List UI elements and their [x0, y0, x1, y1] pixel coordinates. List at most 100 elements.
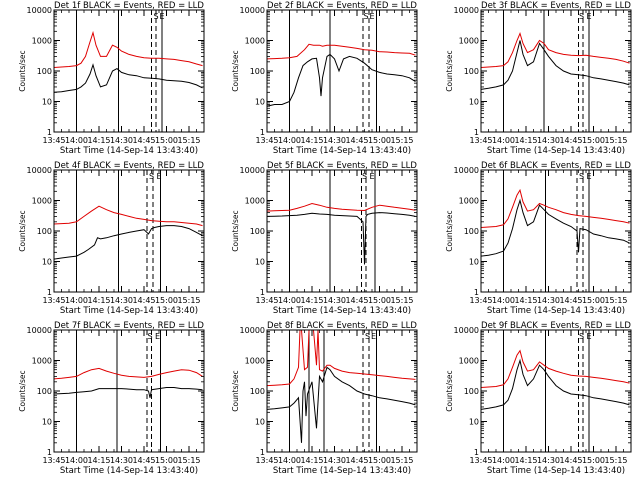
event-mark-label: S	[149, 172, 154, 181]
event-mark-label: E	[369, 12, 374, 21]
x-tick-label: 15:15	[390, 296, 413, 305]
y-tick-label: 100	[37, 387, 52, 396]
x-tick-label: 15:00	[582, 456, 605, 465]
x-tick-label: 14:00	[278, 456, 301, 465]
x-tick-label: 13:45	[469, 136, 492, 145]
y-tick-label: 100	[37, 227, 52, 236]
event-mark-label: S	[147, 332, 152, 341]
y-tick-label: 10000	[27, 166, 52, 175]
lld-series-line	[481, 32, 630, 68]
event-mark-label: S	[579, 12, 584, 21]
lld-series-line	[267, 202, 416, 212]
y-axis-label: Counts/sec	[18, 50, 27, 91]
x-tick-label: 15:00	[368, 296, 391, 305]
y-tick-label: 1000	[245, 357, 265, 366]
y-tick-label: 10000	[454, 166, 479, 175]
x-tick-label: 15:00	[582, 136, 605, 145]
event-mark-label: E	[586, 12, 591, 21]
panel-title: Det 5f BLACK = Events, RED = LLD	[267, 161, 417, 171]
y-tick-label: 100	[250, 387, 265, 396]
x-axis-label: Start Time (14-Sep-14 13:43:40)	[60, 306, 198, 316]
x-tick-label: 15:15	[604, 296, 627, 305]
event-mark-label: S	[365, 332, 370, 341]
y-tick-label: 1000	[245, 37, 265, 46]
y-tick-label: 1	[260, 128, 265, 137]
y-axis-label: Counts/sec	[231, 210, 240, 251]
events-series-line	[267, 366, 416, 443]
event-mark-label: S	[362, 172, 367, 181]
y-tick-label: 10	[42, 258, 52, 267]
x-tick-label: 14:30	[110, 296, 133, 305]
x-tick-label: 14:30	[323, 296, 346, 305]
x-tick-label: 14:15	[87, 456, 110, 465]
y-axis-label: Counts/sec	[445, 50, 454, 91]
x-tick-label: 15:00	[155, 136, 178, 145]
panel-title: Det 1f BLACK = Events, RED = LLD	[54, 1, 204, 11]
panel-title: Det 2f BLACK = Events, RED = LLD	[267, 1, 417, 11]
events-series-line	[54, 63, 203, 93]
y-tick-label: 1	[47, 128, 52, 137]
x-tick-label: 14:00	[492, 456, 515, 465]
lld-series-line	[54, 367, 203, 380]
x-tick-label: 14:00	[278, 136, 301, 145]
y-tick-label: 1	[47, 288, 52, 297]
event-mark-label: E	[586, 332, 591, 341]
events-series-line	[481, 358, 630, 410]
x-tick-label: 14:30	[323, 456, 346, 465]
x-axis-label: Start Time (14-Sep-14 13:43:40)	[487, 466, 625, 476]
events-series-line	[481, 40, 630, 90]
x-tick-label: 14:30	[537, 456, 560, 465]
y-tick-label: 10	[255, 258, 265, 267]
x-tick-label: 14:45	[559, 296, 582, 305]
y-tick-label: 1000	[459, 197, 479, 206]
x-tick-label: 14:15	[300, 456, 323, 465]
y-tick-label: 1000	[459, 357, 479, 366]
y-tick-label: 10000	[454, 6, 479, 15]
y-tick-label: 10000	[240, 6, 265, 15]
y-tick-label: 10	[469, 98, 479, 107]
lld-series-line	[267, 43, 416, 60]
y-tick-label: 10000	[27, 6, 52, 15]
y-tick-label: 1	[260, 448, 265, 457]
x-axis-label: Start Time (14-Sep-14 13:43:40)	[487, 306, 625, 316]
x-tick-label: 14:15	[514, 136, 537, 145]
panel-title: Det 8f BLACK = Events, RED = LLD	[267, 321, 417, 331]
x-tick-label: 15:00	[582, 296, 605, 305]
x-tick-label: 13:45	[42, 296, 65, 305]
x-tick-label: 14:30	[110, 456, 133, 465]
y-tick-label: 10	[469, 258, 479, 267]
event-mark-label: E	[369, 172, 374, 181]
y-tick-label: 1000	[32, 357, 52, 366]
x-tick-label: 14:45	[559, 136, 582, 145]
x-tick-label: 15:15	[604, 136, 627, 145]
x-tick-label: 14:45	[345, 136, 368, 145]
events-series-line	[54, 225, 203, 260]
x-tick-label: 14:15	[514, 296, 537, 305]
x-tick-label: 15:00	[368, 136, 391, 145]
y-tick-label: 10000	[240, 326, 265, 335]
x-tick-label: 15:15	[177, 456, 200, 465]
x-tick-label: 14:00	[65, 136, 88, 145]
x-axis-label: Start Time (14-Sep-14 13:43:40)	[487, 146, 625, 156]
x-tick-label: 14:45	[132, 456, 155, 465]
x-axis-label: Start Time (14-Sep-14 13:43:40)	[273, 466, 411, 476]
x-tick-label: 14:00	[492, 136, 515, 145]
y-tick-label: 100	[464, 387, 479, 396]
x-tick-label: 13:45	[255, 136, 278, 145]
y-tick-label: 10	[469, 418, 479, 427]
x-tick-label: 14:15	[300, 136, 323, 145]
y-tick-label: 1000	[32, 197, 52, 206]
event-mark-label: E	[371, 332, 376, 341]
x-tick-label: 14:15	[300, 296, 323, 305]
y-axis-label: Counts/sec	[231, 370, 240, 411]
x-tick-label: 14:45	[345, 456, 368, 465]
event-mark-label: E	[156, 172, 161, 181]
x-tick-label: 14:15	[87, 296, 110, 305]
